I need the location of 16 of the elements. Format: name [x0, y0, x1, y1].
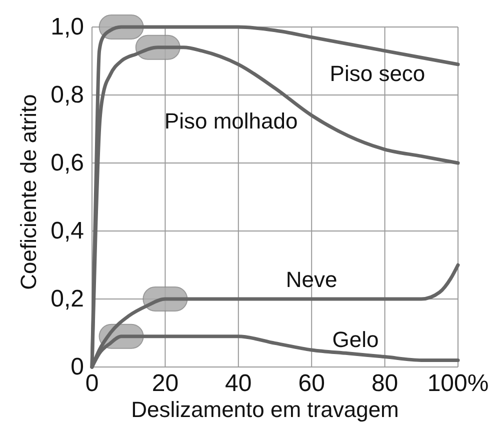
- x-tick-label: 40: [225, 370, 252, 397]
- x-tick-label: 20: [152, 370, 179, 397]
- x-tick-label: 80: [371, 370, 398, 397]
- y-tick-label: 0,2: [50, 286, 84, 313]
- y-tick-label: 0,6: [50, 150, 84, 177]
- x-axis-title: Deslizamento em travagem: [131, 397, 399, 422]
- x-tick-label: 100%: [427, 370, 489, 397]
- series-label: Gelo: [332, 326, 379, 352]
- y-tick-label: 0,4: [50, 218, 84, 245]
- y-tick-label: 1,0: [50, 14, 84, 41]
- y-tick-label: 0,8: [50, 82, 84, 109]
- series-label: Neve: [286, 267, 338, 292]
- series-label: Piso seco: [330, 60, 426, 86]
- x-tick-label: 60: [298, 370, 325, 397]
- y-axis-title: Coeficiente de atrito: [16, 94, 41, 290]
- series-label: Piso molhado: [164, 108, 298, 134]
